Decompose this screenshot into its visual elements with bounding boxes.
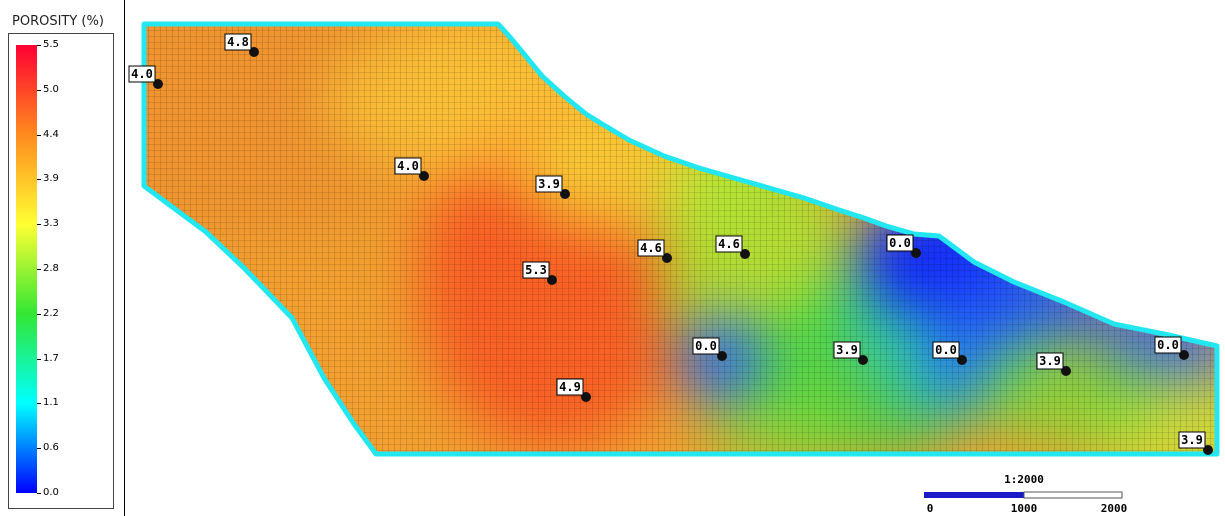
porosity-map[interactable]: 4.8 4.0 4.0 3.9 4.6 4.6 5.3 0.0 0.0 3.9 0.0 3.9 0.0 4… [124,0,1225,516]
well-value-label: 0.0 [1157,338,1179,352]
legend-title: POROSITY (%) [12,14,104,29]
legend-tick-label: 1.1 [43,397,59,409]
well-label-box [692,337,720,355]
well-value-label: 3.9 [1039,354,1061,368]
well-value-label: 0.0 [935,343,957,357]
well-value-label: 3.9 [1181,433,1203,447]
scale-label-0: 0 [927,502,934,515]
well-marker[interactable]: 3.9 [833,341,868,365]
well-label-box [886,234,914,252]
well-label-box [535,175,563,193]
scale-label-2000: 2000 [1101,502,1128,515]
well-label-box [224,33,252,51]
well-marker[interactable]: 0.0 [692,337,727,361]
well-value-label: 3.9 [538,177,560,191]
legend-tick-label: 0.6 [43,442,59,454]
wells-layer: 4.8 4.0 4.0 3.9 4.6 4.6 5.3 0.0 0.0 3.9 0.0 3.9 0.0 4… [128,33,1213,455]
well-value-label: 4.8 [227,35,249,49]
legend-tick-label: 3.3 [43,218,59,230]
well-label-box [1036,352,1064,370]
well-label-box [556,378,584,396]
well-value-label: 0.0 [695,339,717,353]
scale-segment-dark [924,492,1024,498]
field-boundary [141,21,1220,457]
well-marker[interactable]: 4.0 [128,65,163,89]
well-marker[interactable]: 4.0 [394,157,429,181]
legend-tick-mark [37,358,41,360]
scale-bar: 1:2000 0 1000 2000 [924,473,1127,515]
well-value-label: 4.0 [131,67,153,81]
legend-tick-mark [37,493,41,494]
scale-segment-light [1023,491,1123,499]
well-value-label: 3.9 [836,343,858,357]
well-marker[interactable]: 5.3 [522,261,557,285]
well-marker[interactable]: 4.6 [715,235,750,259]
legend-color-bar [16,45,37,493]
well-marker[interactable]: 4.9 [556,378,591,402]
map-fill [144,24,1217,454]
legend-tick-mark [37,89,41,91]
well-label-box [128,65,156,83]
legend-tick-mark [37,224,41,226]
legend-tick-label: 3.9 [43,173,59,185]
legend-tick-label: 2.2 [43,307,59,319]
well-value-label: 0.0 [889,236,911,250]
well-value-label: 5.3 [525,263,547,277]
legend-tick-label: 5.0 [43,83,59,95]
well-marker[interactable]: 3.9 [1036,352,1071,376]
legend-tick-label: 4.4 [43,128,59,140]
well-label-box [637,239,665,257]
legend-panel: POROSITY (%) 5.5 5.0 4.4 3.9 3.3 2.8 2.2 1.7 1.1… [0,0,125,516]
well-marker[interactable]: 0.0 [886,234,921,258]
scale-ratio: 1:2000 [1004,473,1044,486]
legend-tick-mark [37,134,41,136]
legend-tick-mark [37,45,41,46]
legend-tick-label: 0.0 [43,487,59,498]
legend-tick-mark [37,179,41,181]
well-value-label: 4.6 [640,241,662,255]
legend-tick-mark [37,313,41,315]
well-value-label: 4.0 [397,159,419,173]
well-marker[interactable]: 0.0 [932,341,967,365]
well-marker[interactable]: 4.8 [224,33,259,57]
well-marker[interactable]: 3.9 [1178,431,1213,455]
scale-label-1000: 1000 [1011,502,1038,515]
well-label-box [833,341,861,359]
well-label-box [394,157,422,175]
well-label-box [1178,431,1206,449]
legend-tick-mark [37,403,41,405]
legend-tick-mark [37,269,41,270]
well-marker[interactable]: 3.9 [535,175,570,199]
well-label-box [1154,336,1182,354]
legend-tick-label: 5.5 [43,39,59,50]
legend-tick-label: 1.7 [43,352,59,364]
well-marker[interactable]: 0.0 [1154,336,1189,360]
well-label-box [715,235,743,253]
well-label-box [932,341,960,359]
well-value-label: 4.9 [559,380,581,394]
legend-tick-mark [37,448,41,450]
well-label-box [522,261,550,279]
well-value-label: 4.6 [718,237,740,251]
legend-tick-label: 2.8 [43,263,59,274]
well-marker[interactable]: 4.6 [637,239,672,263]
